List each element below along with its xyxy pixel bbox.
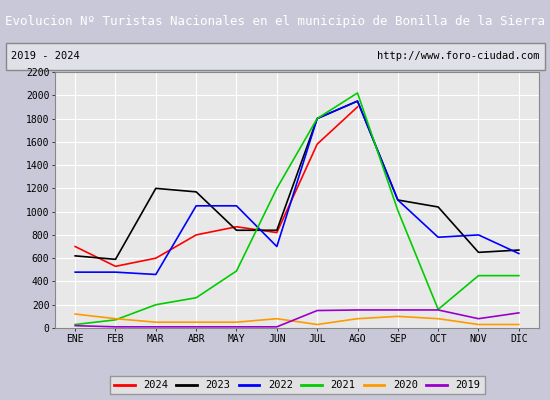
- Text: 2019 - 2024: 2019 - 2024: [11, 51, 80, 61]
- Text: http://www.foro-ciudad.com: http://www.foro-ciudad.com: [377, 51, 539, 61]
- Text: Evolucion Nº Turistas Nacionales en el municipio de Bonilla de la Sierra: Evolucion Nº Turistas Nacionales en el m…: [5, 14, 545, 28]
- Legend: 2024, 2023, 2022, 2021, 2020, 2019: 2024, 2023, 2022, 2021, 2020, 2019: [109, 376, 485, 394]
- FancyBboxPatch shape: [6, 43, 544, 70]
